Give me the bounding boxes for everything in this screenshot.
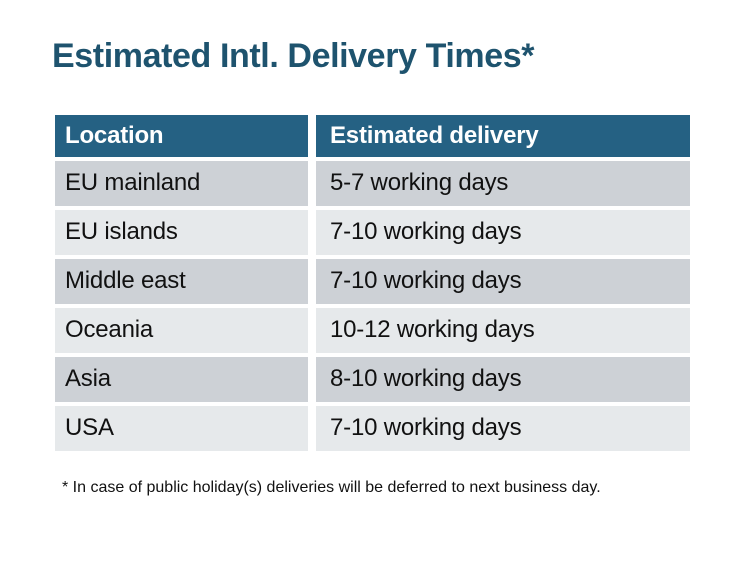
- page-title: Estimated Intl. Delivery Times*: [52, 37, 535, 75]
- delivery-cell: 5-7 working days: [316, 160, 690, 206]
- location-cell: EU islands: [55, 209, 308, 255]
- location-cell: Asia: [55, 356, 308, 402]
- delivery-cell: 7-10 working days: [316, 405, 690, 451]
- delivery-cell: 7-10 working days: [316, 258, 690, 304]
- location-cell: USA: [55, 405, 308, 451]
- delivery-cell: 8-10 working days: [316, 356, 690, 402]
- footnote: * In case of public holiday(s) deliverie…: [62, 478, 601, 496]
- column-header-location: Location: [55, 114, 308, 157]
- column-header-estimated-delivery: Estimated delivery: [316, 114, 690, 157]
- location-cell: EU mainland: [55, 160, 308, 206]
- location-cell: Middle east: [55, 258, 308, 304]
- delivery-cell: 10-12 working days: [316, 307, 690, 353]
- location-cell: Oceania: [55, 307, 308, 353]
- delivery-cell: 7-10 working days: [316, 209, 690, 255]
- delivery-info-page: Estimated Intl. Delivery Times* Location…: [0, 35, 745, 571]
- delivery-times-table: Location Estimated delivery EU mainland …: [55, 114, 690, 451]
